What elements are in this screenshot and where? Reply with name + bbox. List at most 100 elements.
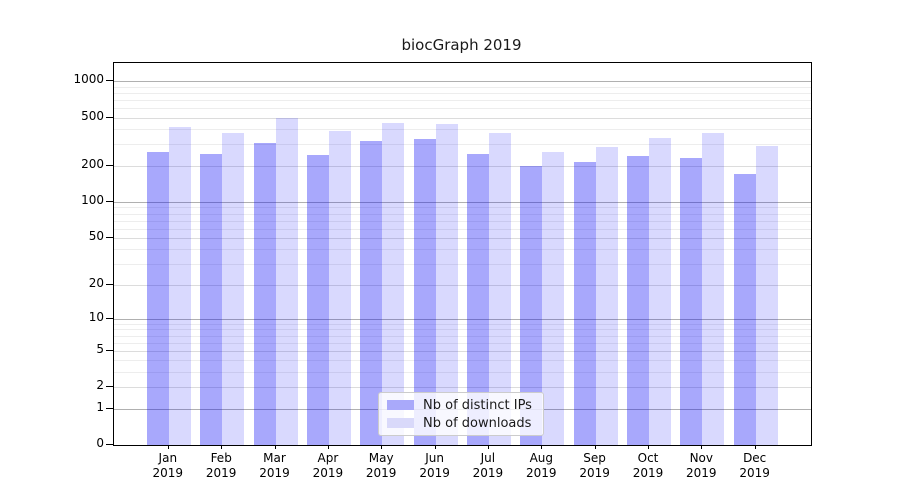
xtick-label-jan: Jan 2019: [138, 451, 198, 481]
xtick-month: Nov: [689, 451, 713, 465]
xtick-month: May: [368, 451, 394, 465]
gridline-3: [114, 372, 811, 373]
bar-distinct-ips-jun: [413, 139, 436, 445]
bar-distinct-ips-aug: [520, 166, 543, 445]
bar-distinct-ips-oct: [627, 156, 649, 445]
legend-swatch-downloads: [387, 418, 414, 428]
gridline-300: [114, 144, 811, 146]
ytick-label-5: 5: [96, 341, 104, 356]
bar-downloads-jul: [488, 133, 511, 445]
gridline-700: [114, 99, 811, 101]
xtick-mark-apr: [327, 445, 329, 449]
ytick-label-1: 1: [96, 399, 104, 414]
bar-distinct-ips-dec: [733, 174, 756, 445]
ytick-mark-5: [106, 349, 113, 351]
xtick-mark-dec: [754, 445, 756, 449]
legend-label-downloads: Nb of downloads: [423, 415, 532, 431]
ytick-mark-1: [106, 407, 113, 409]
xtick-month: Aug: [529, 451, 554, 465]
xtick-mark-sep: [594, 445, 596, 449]
xtick-label-apr: Apr 2019: [298, 451, 358, 481]
xtick-year: 2019: [739, 466, 770, 480]
gridline-900: [114, 86, 811, 88]
gridline-6: [114, 342, 811, 344]
xtick-label-jul: Jul 2019: [458, 451, 518, 481]
ytick-label-10: 10: [88, 309, 104, 324]
gridline-1000: [114, 81, 811, 83]
bar-downloads-feb: [222, 133, 245, 445]
xtick-mark-aug: [541, 445, 543, 449]
bar-distinct-ips-feb: [200, 153, 223, 445]
ytick-mark-100: [106, 200, 113, 202]
legend-label-distinct-ips: Nb of distinct IPs: [423, 397, 532, 413]
xtick-month: Jun: [425, 451, 444, 465]
gridline-30: [114, 264, 811, 266]
xtick-month: Jul: [480, 451, 496, 465]
gridline-40: [114, 249, 811, 251]
bar-distinct-ips-nov: [680, 158, 703, 445]
bar-downloads-jun: [435, 123, 458, 445]
gridline-100: [114, 201, 811, 203]
bar-distinct-ips-mar: [253, 142, 276, 445]
plot-area: [113, 62, 812, 446]
xtick-label-nov: Nov 2019: [671, 451, 731, 481]
gridline-400: [114, 129, 811, 131]
ytick-mark-1000: [106, 80, 113, 82]
xtick-month: Apr: [317, 451, 339, 465]
bar-downloads-mar: [275, 117, 298, 445]
ytick-label-200: 200: [81, 156, 104, 171]
gridline-4: [114, 360, 811, 362]
xtick-year: 2019: [365, 466, 397, 480]
gridline-60: [114, 228, 811, 230]
xtick-mark-oct: [648, 445, 649, 449]
xtick-year: 2019: [579, 466, 610, 480]
gridline-90: [114, 207, 811, 209]
ytick-label-50: 50: [88, 228, 104, 243]
xtick-year: 2019: [152, 466, 184, 480]
xtick-month: Feb: [210, 451, 232, 465]
ytick-label-100: 100: [81, 192, 104, 207]
ytick-mark-20: [106, 283, 113, 285]
xtick-month: Sep: [583, 451, 606, 465]
bar-distinct-ips-jul: [466, 153, 489, 445]
gridline-9: [114, 323, 811, 325]
xtick-label-may: May 2019: [351, 451, 411, 481]
bar-distinct-ips-apr: [306, 154, 329, 445]
ytick-mark-0: [106, 444, 113, 445]
ytick-mark-50: [106, 236, 113, 238]
xtick-label-feb: Feb 2019: [191, 451, 251, 481]
xtick-year: 2019: [419, 466, 450, 480]
xtick-mark-jul: [487, 445, 489, 449]
bar-downloads-nov: [702, 133, 725, 445]
ytick-label-20: 20: [88, 275, 104, 290]
gridline-80: [114, 213, 811, 215]
xtick-label-sep: Sep 2019: [565, 451, 625, 481]
bar-downloads-oct: [649, 137, 671, 445]
gridline-200: [114, 165, 811, 167]
gridline-50: [114, 237, 811, 239]
xtick-year: 2019: [686, 466, 717, 480]
bar-distinct-ips-sep: [573, 161, 596, 445]
xtick-year: 2019: [312, 466, 344, 480]
ytick-label-1000: 1000: [73, 72, 104, 87]
gridline-20: [114, 284, 811, 286]
ytick-label-0: 0: [96, 436, 104, 450]
legend-entry-downloads: Nb of downloads: [387, 416, 535, 431]
bar-downloads-sep: [595, 146, 618, 445]
ytick-mark-200: [106, 164, 113, 166]
bar-distinct-ips-may: [360, 141, 383, 445]
bar-downloads-dec: [755, 146, 778, 445]
ytick-mark-500: [106, 116, 113, 118]
gridline-10: [114, 318, 811, 320]
ytick-mark-10: [106, 317, 113, 319]
xtick-month: Dec: [743, 451, 767, 465]
bar-downloads-may: [382, 123, 405, 445]
xtick-month: Oct: [637, 451, 659, 465]
xtick-year: 2019: [205, 466, 237, 480]
gridline-500: [114, 117, 811, 119]
xtick-mark-nov: [701, 445, 703, 449]
xtick-month: Jan: [158, 451, 178, 465]
xtick-label-dec: Dec 2019: [725, 451, 785, 481]
xtick-year: 2019: [526, 466, 557, 480]
